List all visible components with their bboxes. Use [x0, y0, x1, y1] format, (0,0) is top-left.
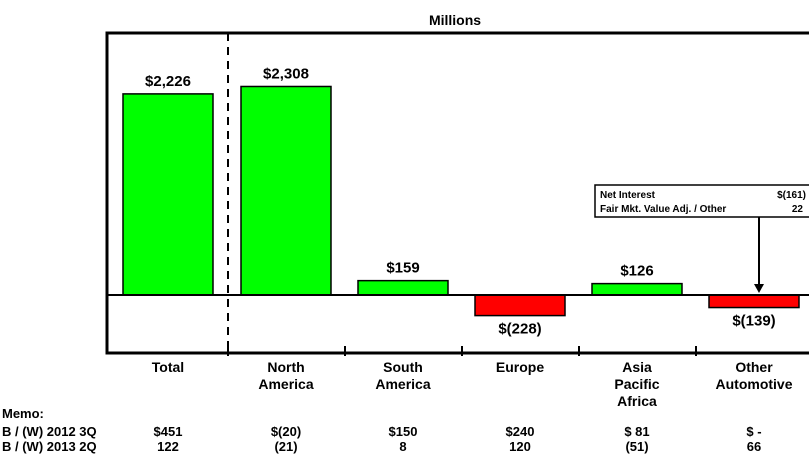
bar [591, 282, 683, 296]
category-label: Europe [496, 359, 544, 375]
category-label: Asia [622, 359, 652, 375]
memo-value: $150 [389, 424, 418, 439]
memo-section: Memo: B / (W) 2012 3Q $451 $(20) $150 $240 $ … [2, 406, 762, 454]
memo-value: $ - [746, 424, 761, 439]
memo-value: (51) [625, 439, 648, 454]
memo-value: $(20) [271, 424, 301, 439]
callout-arrowhead [754, 284, 764, 293]
memo-value: $240 [506, 424, 535, 439]
memo-row-label: B / (W) 2012 3Q [2, 424, 97, 439]
memo-value: 120 [509, 439, 531, 454]
memo-value: 66 [747, 439, 761, 454]
bar [474, 294, 566, 317]
bar [122, 93, 214, 296]
category-label: Pacific [614, 376, 659, 392]
data-label: $2,226 [145, 73, 191, 90]
callout-value: 22 [792, 204, 804, 215]
category-label: North [267, 359, 304, 375]
category-label: Africa [617, 393, 657, 409]
callout-box [594, 184, 809, 218]
callout-label: Fair Mkt. Value Adj. / Other [600, 204, 726, 215]
bar [708, 294, 800, 309]
data-label: $(228) [498, 321, 541, 338]
category-label: America [258, 376, 313, 392]
category-label: America [375, 376, 430, 392]
category-label: Automotive [716, 376, 793, 392]
data-label: $2,308 [263, 65, 309, 82]
net-interest-callout: Net Interest $(161) Fair Mkt. Value Adj.… [594, 184, 809, 293]
plot-area-frame [105, 31, 809, 355]
memo-value: 122 [157, 439, 179, 454]
callout-value: $(161) [777, 190, 806, 201]
chart-title: Millions [429, 12, 481, 28]
memo-value: (21) [274, 439, 297, 454]
memo-title: Memo: [2, 406, 44, 421]
bar [240, 85, 332, 296]
memo-value: 8 [399, 439, 406, 454]
data-label: $(139) [732, 313, 775, 330]
memo-value: $ 81 [624, 424, 649, 439]
category-label: Other [735, 359, 773, 375]
data-label: $126 [620, 263, 653, 280]
category-label: Total [152, 359, 184, 375]
data-label: $159 [386, 260, 419, 277]
bar [357, 279, 449, 296]
memo-row-label: B / (W) 2013 2Q [2, 439, 97, 454]
category-label: South [383, 359, 423, 375]
memo-value: $451 [154, 424, 183, 439]
callout-label: Net Interest [600, 190, 656, 201]
